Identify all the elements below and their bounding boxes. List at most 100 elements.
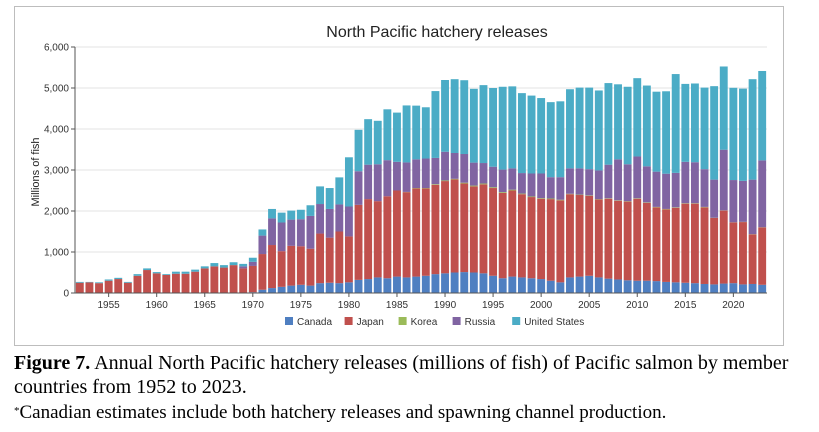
bar-segment-russia bbox=[604, 164, 613, 199]
bar-segment-russia bbox=[623, 164, 632, 202]
bar-segment-united-states bbox=[210, 263, 219, 267]
bar-segment-japan bbox=[306, 248, 315, 286]
bar-segment-united-states bbox=[662, 91, 671, 174]
bar-segment-united-states bbox=[527, 95, 536, 174]
x-tick-label: 1995 bbox=[482, 300, 505, 311]
bar-segment-japan bbox=[537, 198, 546, 280]
y-tick-label: 0 bbox=[63, 289, 69, 300]
bar-segment-united-states bbox=[75, 281, 84, 283]
bar-segment-japan bbox=[556, 200, 565, 283]
bar-segment-japan bbox=[421, 188, 430, 276]
bar-segment-canada bbox=[748, 283, 757, 293]
bar-segment-united-states bbox=[566, 89, 574, 169]
bar-segment-united-states bbox=[152, 272, 161, 274]
bar-segment-united-states bbox=[537, 98, 546, 174]
bar-segment-united-states bbox=[133, 274, 142, 276]
bar-segment-russia bbox=[316, 204, 325, 234]
bar-segment-russia bbox=[508, 168, 517, 190]
bar-segment-united-states bbox=[604, 83, 613, 165]
legend-swatch-united-states bbox=[512, 317, 521, 325]
bar-segment-japan bbox=[171, 273, 180, 293]
bar-segment-russia bbox=[431, 157, 440, 185]
bar-segment-canada bbox=[402, 277, 411, 293]
x-tick-label: 1985 bbox=[386, 300, 409, 311]
bar-segment-canada bbox=[383, 278, 392, 293]
bar-segment-united-states bbox=[585, 87, 594, 170]
bar-segment-japan bbox=[393, 190, 401, 277]
bar-segment-russia bbox=[594, 170, 603, 200]
bar-segment-japan bbox=[633, 198, 642, 281]
y-tick-label: 6,000 bbox=[44, 43, 69, 54]
bar-segment-japan bbox=[383, 196, 392, 279]
bar-segment-japan bbox=[594, 199, 603, 278]
bar-segment-russia bbox=[479, 163, 488, 184]
bar-segment-united-states bbox=[95, 282, 103, 284]
bar-segment-japan bbox=[354, 204, 363, 280]
bar-segment-united-states bbox=[460, 80, 469, 155]
bar-segment-russia bbox=[325, 208, 334, 238]
bar-segment-united-states bbox=[489, 88, 498, 167]
bar-segment-japan bbox=[431, 184, 440, 275]
x-tick-label: 1955 bbox=[98, 300, 121, 311]
bar-segment-russia bbox=[739, 180, 747, 222]
bar-segment-united-states bbox=[344, 157, 353, 207]
bar-segment-japan bbox=[489, 188, 498, 276]
bar-segment-russia bbox=[354, 171, 363, 205]
bar-segment-japan bbox=[277, 251, 286, 287]
bar-segment-japan bbox=[316, 233, 325, 284]
bar-segment-canada bbox=[690, 283, 699, 293]
bar-segment-canada bbox=[585, 275, 594, 293]
bar-segment-russia bbox=[710, 179, 719, 218]
bar-segment-japan bbox=[402, 192, 411, 278]
bar-segment-japan bbox=[700, 207, 709, 284]
bar-segment-united-states bbox=[383, 109, 392, 161]
bar-segment-canada bbox=[469, 272, 478, 293]
bar-segment-united-states bbox=[123, 281, 132, 283]
bar-segment-united-states bbox=[546, 102, 555, 178]
legend-label-korea: Korea bbox=[411, 317, 438, 328]
bar-segment-japan bbox=[75, 282, 84, 293]
bar-segment-japan bbox=[710, 217, 719, 285]
bar-segment-canada bbox=[614, 279, 622, 293]
bar-segment-united-states bbox=[681, 83, 690, 162]
bar-segment-japan bbox=[690, 203, 699, 284]
bar-segment-russia bbox=[469, 162, 478, 186]
legend-swatch-russia bbox=[452, 317, 461, 325]
bar-segment-japan bbox=[719, 210, 728, 284]
bar-segment-russia bbox=[729, 180, 738, 223]
bar-segment-japan bbox=[325, 237, 334, 283]
bar-segment-canada bbox=[277, 286, 286, 293]
bar-segment-canada bbox=[354, 279, 363, 293]
x-tick-label: 2020 bbox=[722, 300, 745, 311]
bar-segment-united-states bbox=[287, 210, 296, 220]
bar-segment-japan bbox=[575, 195, 584, 277]
bar-segment-united-states bbox=[450, 79, 459, 153]
bar-segment-canada bbox=[421, 275, 430, 293]
bar-segment-united-states bbox=[517, 93, 526, 174]
bar-segment-russia bbox=[537, 173, 546, 199]
bar-segment-korea bbox=[450, 178, 459, 180]
bar-segment-united-states bbox=[354, 129, 363, 172]
bar-segment-japan bbox=[152, 273, 161, 293]
bar-segment-canada bbox=[498, 278, 507, 293]
legend-swatch-japan bbox=[344, 317, 353, 325]
bar-segment-united-states bbox=[498, 86, 507, 170]
bar-segment-japan bbox=[469, 186, 478, 273]
bar-segment-united-states bbox=[441, 80, 449, 152]
figure-caption: Figure 7. Annual North Pacific hatchery … bbox=[14, 351, 814, 425]
bar-segment-canada bbox=[479, 273, 488, 293]
bar-segment-russia bbox=[662, 173, 671, 209]
bar-segment-japan bbox=[412, 188, 421, 277]
bar-segment-korea bbox=[537, 198, 546, 199]
bar-segment-korea bbox=[460, 182, 469, 184]
y-tick-label: 4,000 bbox=[44, 125, 69, 136]
bar-segment-united-states bbox=[239, 263, 248, 267]
bar-segment-united-states bbox=[104, 279, 113, 281]
bar-segment-japan bbox=[566, 194, 574, 278]
chart-svg: North Pacific hatchery releases Millions… bbox=[30, 24, 767, 328]
legend-swatch-korea bbox=[398, 317, 407, 325]
x-tick-label: 1970 bbox=[242, 300, 265, 311]
x-tick-label: 1965 bbox=[194, 300, 217, 311]
bar-segment-united-states bbox=[748, 79, 757, 180]
x-tick-label: 1990 bbox=[434, 300, 457, 311]
